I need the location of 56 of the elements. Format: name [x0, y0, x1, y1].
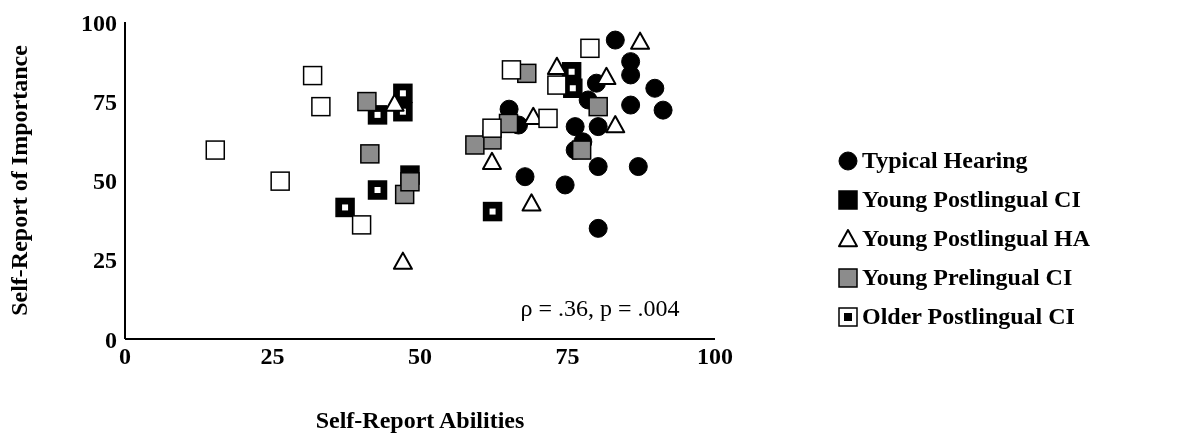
point: [360, 144, 380, 164]
point: [335, 197, 355, 218]
x-tick-label: 25: [260, 343, 285, 370]
point: [270, 171, 290, 191]
legend-label: Young Postlingual CI: [862, 186, 1081, 213]
point: [555, 175, 575, 195]
y-tick-label: 50: [93, 168, 117, 195]
y-axis-title: Self-Report of Importance: [5, 44, 32, 316]
point: [588, 117, 608, 137]
point: [205, 140, 226, 160]
point: [481, 151, 502, 170]
point: [547, 75, 567, 95]
point: [546, 56, 567, 75]
point: [351, 215, 372, 235]
point: [482, 201, 503, 222]
point: [588, 96, 608, 117]
point: [605, 30, 625, 50]
x-axis-title: Self-Report Abilities: [315, 407, 525, 433]
x-tick-label: 75: [555, 343, 580, 370]
x-tick-label: 100: [697, 343, 733, 370]
point: [311, 96, 331, 117]
point: [580, 38, 600, 59]
legend-label: Older Postlingual CI: [862, 303, 1075, 330]
point: [521, 193, 542, 212]
y-tick-label: 75: [93, 88, 117, 115]
point: [515, 167, 535, 187]
legend-label: Young Prelingual CI: [862, 264, 1073, 291]
legend-label: Typical Hearing: [862, 147, 1028, 174]
point: [465, 135, 485, 155]
point: [367, 180, 388, 200]
point: [628, 157, 648, 177]
point: [392, 251, 413, 270]
point: [630, 31, 651, 50]
y-tick-label: 0: [105, 326, 117, 353]
point: [588, 218, 608, 238]
point: [588, 157, 608, 177]
y-tick-label: 100: [81, 9, 117, 36]
point: [384, 93, 405, 112]
point: [571, 140, 592, 160]
point: [482, 118, 502, 138]
x-tick-label: 50: [408, 343, 432, 370]
point: [621, 65, 641, 85]
point: [605, 115, 626, 134]
point: [596, 66, 617, 86]
point: [501, 60, 522, 80]
annotation: ρ = .36, p = .004: [520, 294, 680, 322]
y-tick-label: 25: [93, 247, 117, 274]
point: [302, 65, 323, 86]
point: [538, 108, 558, 129]
point: [565, 117, 585, 137]
point: [400, 172, 420, 192]
point: [653, 100, 673, 120]
point: [621, 95, 641, 115]
legend-label: Young Postlingual HA: [862, 225, 1091, 252]
point: [357, 91, 377, 112]
point: [645, 78, 665, 98]
